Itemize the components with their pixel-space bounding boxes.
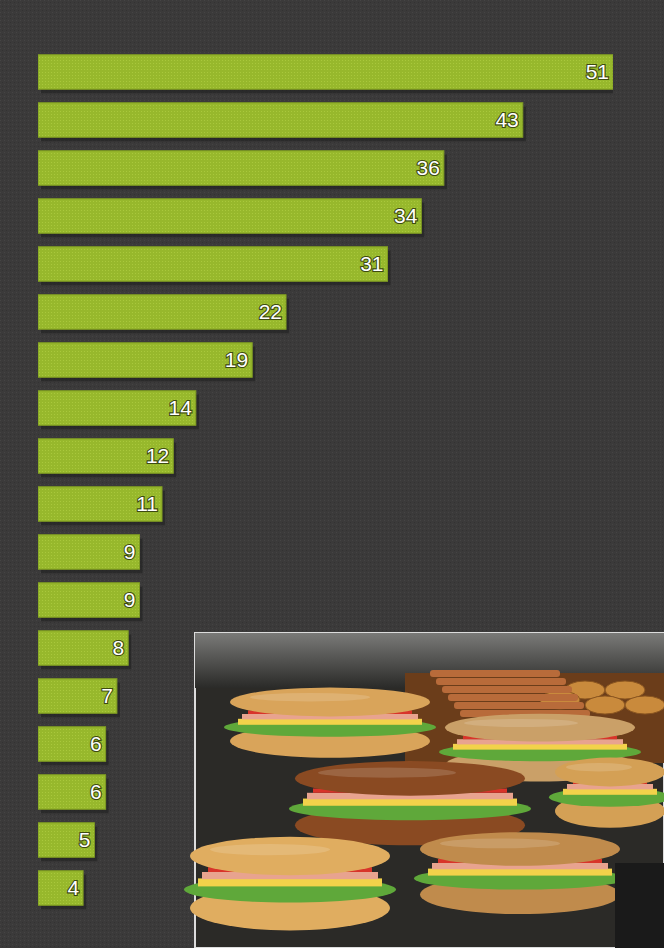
lettuce — [414, 867, 626, 889]
data-label: 5 — [79, 828, 91, 851]
lettuce — [289, 797, 531, 820]
shine — [566, 763, 632, 771]
bar — [38, 439, 173, 474]
shine — [318, 768, 456, 778]
lettuce — [184, 877, 396, 903]
background — [0, 0, 664, 948]
bread-top — [295, 761, 525, 796]
data-label: 6 — [90, 732, 102, 755]
chart: 51 43 36 34 31 22 19 14 12 11 9 9 8 7 6 6 5 4 — [0, 0, 664, 948]
data-label: 14 — [168, 396, 192, 419]
lettuce — [224, 718, 436, 737]
photo — [184, 633, 664, 948]
cheese — [198, 878, 382, 886]
data-label: 7 — [101, 684, 113, 707]
data-label: 22 — [259, 300, 282, 323]
back-tray — [405, 673, 664, 763]
sandwich — [414, 832, 626, 914]
bar — [38, 775, 106, 810]
bar — [38, 391, 196, 426]
shine — [440, 839, 560, 849]
cheese — [238, 719, 422, 725]
data-label: 6 — [90, 780, 102, 803]
shine — [464, 719, 578, 727]
bread-top — [555, 758, 664, 787]
bar — [38, 247, 388, 282]
sausage — [442, 686, 572, 693]
cheese — [563, 789, 657, 795]
cheese — [428, 869, 612, 876]
bar — [38, 679, 117, 714]
data-label: 12 — [146, 444, 169, 467]
sausage — [436, 678, 566, 685]
bar — [38, 823, 94, 858]
bar — [38, 871, 83, 906]
bar — [38, 727, 106, 762]
data-label: 31 — [360, 252, 383, 275]
bar — [38, 487, 162, 522]
bar — [38, 55, 613, 90]
bar — [38, 103, 523, 138]
data-label: 8 — [113, 636, 125, 659]
sandwich — [289, 761, 531, 845]
bar — [38, 295, 286, 330]
shine — [250, 693, 370, 701]
bar — [38, 343, 252, 378]
bun — [625, 696, 664, 714]
data-label: 19 — [225, 348, 248, 371]
bar — [38, 535, 139, 570]
bread-top — [230, 688, 430, 717]
data-label: 11 — [136, 492, 158, 515]
bun — [585, 696, 625, 714]
sandwich — [184, 837, 396, 931]
bar — [38, 583, 139, 618]
sausage — [448, 694, 578, 701]
sausage — [430, 670, 560, 677]
data-label: 36 — [417, 156, 440, 179]
bar — [38, 631, 128, 666]
cheese — [303, 799, 517, 806]
bread-top — [420, 832, 620, 866]
data-label: 34 — [394, 204, 418, 227]
shine — [210, 844, 330, 855]
sausage — [454, 702, 584, 709]
bread-top — [190, 837, 390, 875]
bar — [38, 199, 421, 234]
data-label: 51 — [586, 60, 609, 83]
data-label: 9 — [124, 588, 136, 611]
lettuce — [549, 788, 664, 807]
display-edge — [615, 863, 664, 948]
bar — [38, 151, 444, 186]
data-label: 4 — [67, 876, 79, 899]
cheese — [453, 744, 627, 750]
sandwich — [224, 688, 436, 758]
data-label: 9 — [124, 540, 136, 563]
data-label: 43 — [495, 108, 518, 131]
sandwich — [549, 758, 664, 828]
bread-top — [445, 714, 635, 742]
